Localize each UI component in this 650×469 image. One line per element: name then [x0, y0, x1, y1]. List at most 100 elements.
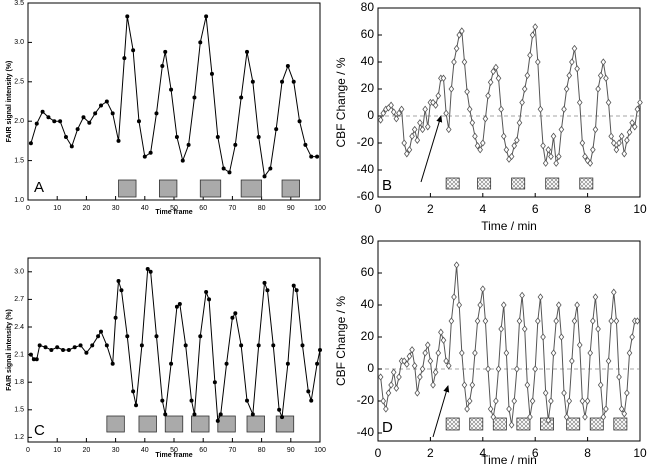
y-tick-label: 80	[361, 233, 375, 247]
data-point	[503, 349, 510, 357]
panel-label: C	[34, 422, 45, 439]
data-point	[443, 109, 449, 117]
data-point	[315, 361, 320, 366]
data-point	[40, 109, 45, 114]
data-point	[574, 65, 580, 73]
data-point	[116, 138, 121, 143]
data-point	[597, 381, 604, 389]
data-point	[466, 105, 473, 113]
data-point	[134, 403, 139, 408]
data-point	[291, 79, 296, 84]
data-point	[145, 267, 150, 272]
data-point	[493, 63, 499, 72]
data-point	[626, 128, 633, 136]
data-point	[104, 343, 109, 348]
data-point	[550, 349, 557, 357]
data-point	[385, 389, 392, 397]
data-point	[393, 115, 400, 123]
data-point	[621, 150, 628, 158]
data-point	[448, 85, 455, 93]
panel-label: A	[34, 179, 44, 196]
data-point	[291, 283, 296, 288]
data-point	[472, 349, 478, 357]
data-point	[227, 170, 232, 175]
stimulus-block	[579, 177, 594, 190]
data-point	[511, 397, 518, 405]
data-point	[66, 348, 71, 352]
x-axis-label: Time frame	[155, 452, 192, 459]
data-point	[309, 398, 314, 403]
data-point	[600, 413, 607, 421]
data-point	[548, 152, 554, 161]
data-point	[411, 125, 418, 134]
data-point	[424, 123, 431, 131]
data-point	[629, 333, 635, 341]
x-tick-label: 0	[375, 446, 382, 460]
data-point	[277, 407, 282, 412]
data-point	[511, 142, 518, 150]
data-point	[204, 14, 209, 19]
data-point	[595, 325, 601, 333]
data-point	[461, 58, 468, 66]
x-tick-label: 10	[633, 202, 647, 216]
y-tick-label: 20	[361, 329, 375, 343]
data-point	[209, 71, 214, 76]
y-tick-label: 2.5	[14, 79, 24, 86]
data-point	[271, 343, 276, 348]
data-point	[198, 334, 203, 339]
data-point	[430, 381, 436, 389]
data-point	[500, 132, 507, 140]
data-point	[540, 333, 546, 341]
plot-frame	[27, 257, 321, 443]
data-point	[414, 389, 421, 397]
data-point	[417, 119, 423, 127]
data-point	[469, 381, 476, 389]
x-tick-label: 90	[287, 205, 295, 212]
data-point	[262, 280, 267, 285]
data-point	[215, 134, 220, 139]
data-point	[613, 317, 620, 325]
x-tick-label: 50	[170, 205, 178, 212]
data-point	[440, 74, 447, 82]
data-point	[401, 139, 408, 147]
data-point	[469, 119, 476, 127]
y-tick-label: 3.5	[14, 0, 24, 7]
data-point	[148, 269, 153, 274]
data-point	[207, 297, 212, 302]
data-point	[514, 365, 520, 373]
data-point	[239, 343, 244, 348]
data-point	[634, 105, 641, 113]
data-point	[398, 105, 405, 113]
y-tick-label: 1.5	[14, 157, 24, 164]
data-point	[99, 329, 103, 334]
y-axis-label: CBF Change / %	[334, 296, 348, 386]
x-tick-label: 2	[427, 446, 434, 460]
y-tick-label: 80	[361, 0, 375, 14]
data-point	[451, 293, 457, 301]
panel-label: B	[382, 177, 392, 194]
stimulus-block	[246, 415, 265, 433]
y-axis-label: FAIR signal intensity (%)	[6, 61, 13, 143]
x-tick-label: 20	[83, 447, 91, 454]
data-point	[563, 413, 570, 421]
stimulus-block	[445, 417, 460, 431]
data-point	[435, 92, 442, 100]
x-tick-label: 40	[141, 447, 149, 454]
y-tick-label: 2.4	[14, 324, 24, 331]
data-point	[584, 397, 591, 405]
x-tick-label: 70	[229, 205, 237, 212]
data-point	[192, 95, 197, 100]
data-point	[87, 120, 92, 125]
data-point	[34, 121, 39, 126]
x-tick-label: 80	[258, 205, 266, 212]
data-point	[390, 368, 397, 376]
data-point	[605, 357, 612, 365]
data-point	[445, 125, 452, 134]
y-tick-label: 1.0	[14, 197, 24, 204]
y-tick-label: -60	[357, 189, 375, 203]
data-point	[451, 58, 457, 66]
data-point	[315, 154, 320, 159]
data-point	[521, 325, 528, 333]
data-point	[377, 116, 384, 124]
